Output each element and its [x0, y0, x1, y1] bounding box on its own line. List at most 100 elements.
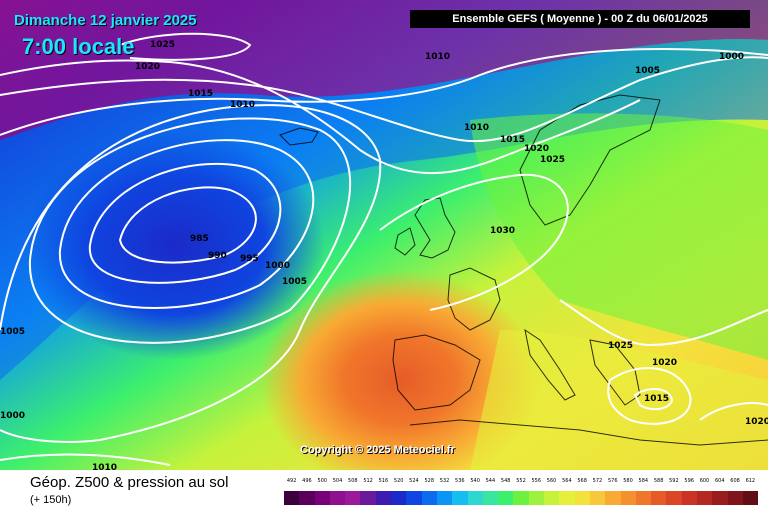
- isobar-1020-east: [699, 402, 768, 421]
- isobar-1010-north: [0, 48, 768, 136]
- legend-swatch: [574, 491, 590, 505]
- isobar-label: 1020: [745, 417, 768, 427]
- legend-swatch: [406, 491, 422, 505]
- isobar-995: [58, 139, 315, 309]
- isobar-labels: 1025 1020 1015 1010 1010 1005 1000 1010 …: [0, 40, 768, 470]
- isobar-label: 990: [208, 251, 227, 261]
- warm-ridge-core: [260, 270, 540, 470]
- legend-value: 540: [470, 478, 480, 484]
- copyright-notice: Copyright © 2025 Meteociel.fr: [300, 444, 455, 456]
- legend-value: 556: [531, 478, 542, 484]
- legend-value: 492: [286, 478, 297, 484]
- legend-swatch: [375, 491, 392, 505]
- pressure-geopotential-map: 1025 1020 1015 1010 1010 1005 1000 1010 …: [0, 0, 768, 470]
- legend-value: 544: [485, 478, 496, 484]
- isobar-label: 1005: [0, 327, 25, 337]
- legend-swatch: [314, 491, 330, 505]
- legend-swatch: [299, 491, 315, 505]
- isobars: [0, 32, 768, 466]
- isobar-label: 1010: [464, 123, 489, 133]
- legend-value: 524: [409, 478, 419, 484]
- legend-value: 592: [669, 478, 679, 484]
- legend-value: 532: [439, 478, 450, 484]
- isobar-1020-greece: [607, 367, 692, 425]
- legend-value: 596: [684, 478, 694, 484]
- legend-value: 568: [577, 478, 587, 484]
- legend-value: 536: [455, 478, 465, 484]
- italy-coast: [524, 328, 576, 401]
- legend-value: 564: [562, 478, 572, 484]
- legend-swatch: [345, 491, 361, 505]
- legend-swatch: [697, 491, 713, 505]
- legend-value: 560: [546, 478, 557, 484]
- legend-swatch: [467, 491, 483, 505]
- isobar-1010-south-west: [0, 453, 171, 466]
- isobar-1020: [0, 59, 641, 175]
- legend-swatch: [360, 491, 376, 505]
- legend-swatch: [482, 491, 499, 505]
- isobar-1005: [0, 104, 382, 443]
- legend-labels: 492 496 500 504 508 512 516 520 524 528 532 536 540 5…: [284, 478, 758, 490]
- color-scale-legend: 492 496 500 504 508 512 516 520 524 528 532 536 540 5…: [284, 478, 759, 508]
- legend-swatch: [620, 491, 636, 505]
- isobar-label: 995: [240, 254, 259, 264]
- isobar-label: 1030: [490, 226, 515, 236]
- legend-value: 584: [638, 478, 649, 484]
- isobar-label: 1010: [230, 100, 255, 110]
- isobar-label: 1005: [282, 277, 307, 287]
- legend-value: 580: [623, 478, 633, 484]
- isobar-990: [88, 162, 282, 284]
- legend-value: 508: [348, 478, 358, 484]
- isobar-label: 1015: [500, 135, 525, 145]
- iberia-coast: [392, 334, 481, 411]
- isobar-label: 985: [190, 234, 209, 244]
- legend-swatch: [452, 491, 468, 505]
- isobar-label: 1000: [265, 261, 290, 271]
- legend-swatch: [559, 491, 575, 505]
- legend-swatch: [727, 491, 743, 505]
- legend-value: 572: [592, 478, 603, 484]
- legend-value: 600: [699, 478, 710, 484]
- green-zone: [470, 113, 768, 360]
- parameter-label: Géop. Z500 & pression au sol: [30, 474, 229, 491]
- legend-value: 612: [745, 478, 756, 484]
- isobar-1030: [379, 173, 569, 311]
- legend-swatch: [498, 491, 514, 505]
- isobar-label: 1025: [150, 40, 175, 50]
- legend-value: 552: [516, 478, 526, 484]
- legend-swatch: [391, 491, 407, 505]
- isobar-label: 1020: [524, 144, 549, 154]
- iceland-coast: [279, 127, 319, 146]
- legend-swatch: [284, 491, 300, 505]
- forecast-date: Dimanche 12 janvier 2025: [14, 12, 197, 29]
- legend-swatches: [284, 491, 759, 505]
- isobar-label: 1025: [540, 155, 565, 165]
- polar-band: [0, 0, 768, 140]
- legend-value: 516: [378, 478, 389, 484]
- legend-swatch: [513, 491, 529, 505]
- legend-swatch: [635, 491, 652, 505]
- isobar-label: 1020: [135, 62, 160, 72]
- ireland-coast: [394, 227, 416, 256]
- balkans-coast: [589, 339, 641, 406]
- legend-value: 520: [393, 478, 404, 484]
- isobar-label: 1010: [425, 52, 450, 62]
- isobar-label: 1000: [719, 52, 744, 62]
- legend-value: 512: [363, 478, 373, 484]
- legend-swatch: [528, 491, 545, 505]
- legend-swatch: [742, 491, 759, 505]
- isobar-1000: [28, 117, 352, 344]
- isobar-985: [118, 186, 257, 264]
- legend-swatch: [666, 491, 682, 505]
- isobar-1015: [0, 56, 768, 143]
- legend-swatch: [605, 491, 621, 505]
- legend-value: 496: [302, 478, 312, 484]
- north-africa-coast: [409, 419, 768, 446]
- legend-value: 604: [714, 478, 725, 484]
- isobar-label: 1010: [92, 463, 117, 470]
- legend-value: 576: [607, 478, 618, 484]
- lead-time-label: (+ 150h): [30, 494, 72, 506]
- legend-swatch: [589, 491, 606, 505]
- isobar-1025: [119, 32, 252, 61]
